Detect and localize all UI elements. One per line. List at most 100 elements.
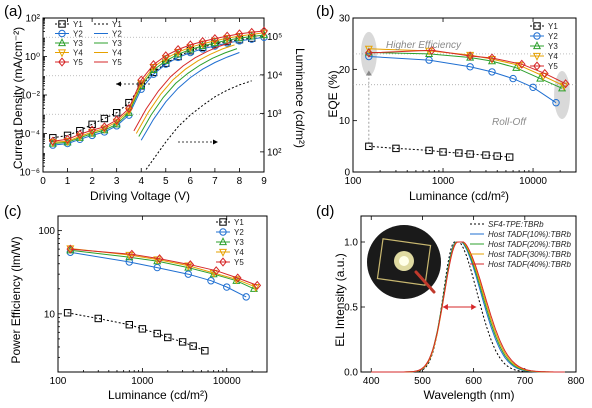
series-left-0-point (88, 120, 96, 129)
series-1-point (529, 83, 537, 92)
x-tick-label: 2 (89, 176, 95, 187)
series-3-point (515, 62, 524, 71)
series-right-8-line (135, 44, 235, 134)
series-left-4-point (100, 122, 109, 132)
legend-label: Y5 (73, 58, 83, 67)
y2-tick-label: 10⁴ (267, 70, 282, 81)
legend-label: Y1 (548, 22, 558, 31)
series-left-4-point (186, 40, 195, 50)
series-4-point (488, 53, 496, 63)
x-tick-label: 1000 (432, 176, 455, 187)
series-left-4-point (48, 136, 57, 146)
y-tick-label: 30 (339, 14, 351, 25)
series-1-point (184, 270, 192, 278)
legend-label: Y5 (112, 58, 122, 67)
legend-label: Y4 (112, 49, 122, 58)
series-1-point (223, 283, 231, 291)
series-4-point (466, 51, 474, 61)
series-4-point (233, 273, 242, 283)
y-axis-label: EQE (%) (326, 70, 340, 117)
legend-marker (58, 20, 66, 28)
series-left-2-line (52, 34, 265, 145)
series-left-2-point (112, 119, 121, 128)
series-0-point (466, 150, 474, 158)
series-1-line (368, 56, 557, 104)
legend-label: Y5 (234, 258, 244, 267)
x-axis-label: Wavelength (nm) (424, 388, 515, 402)
spectrum-4 (371, 241, 565, 373)
series-left-4-point (235, 29, 244, 39)
series-4-point (540, 68, 549, 79)
legend-label: Y4 (548, 52, 558, 61)
x-tick-label: 1 (65, 176, 71, 187)
series-2-point (536, 73, 545, 82)
series-1-point (488, 68, 496, 76)
x-tick-label: 4 (138, 176, 144, 187)
series-4-line (368, 49, 566, 85)
series-1-point (509, 74, 517, 83)
y-tick-label: 10 (339, 116, 351, 127)
legend-marker (58, 57, 66, 67)
y-axis-label: EL Intensity (a.u.) (333, 253, 347, 347)
y-tick-label: 10⁻⁶ (19, 168, 40, 179)
arrowhead (471, 304, 477, 310)
series-left-4-point (247, 27, 256, 37)
series-3-point (125, 251, 134, 260)
device-substrate (376, 238, 432, 286)
legend-marker (58, 29, 66, 38)
series-1-point (207, 277, 215, 285)
series-4-point (66, 244, 75, 254)
series-2-line (70, 249, 255, 290)
legend-label: Y2 (73, 30, 83, 39)
legend-marker (532, 52, 542, 61)
x-tick-label: 10000 (213, 376, 241, 387)
series-left-0-point (100, 114, 109, 123)
series-0-point (164, 333, 172, 342)
series-left-2-point (137, 80, 146, 89)
series-0-line (368, 145, 510, 158)
annotation-roll-off: Roll-Off (492, 117, 527, 128)
x-tick-label: 3 (114, 176, 120, 187)
series-right-5-line (145, 80, 252, 170)
series-4-point (155, 254, 164, 264)
arrowhead (365, 70, 372, 76)
series-4-point (517, 59, 526, 69)
series-left-2-point (161, 55, 170, 64)
series-0-point (189, 342, 197, 350)
arrowhead (442, 304, 448, 310)
x-axis-label: Luminance (cd/m²) (409, 189, 509, 203)
series-right-6-line (140, 52, 240, 141)
panel-b: (b) Luminance (cd/m²) EQE (%) 100 1000 100… (316, 3, 577, 203)
series-left-4-point (75, 129, 84, 139)
legend-label: Y2 (548, 32, 558, 41)
x-tick-label: 400 (363, 376, 380, 387)
y2-tick-label: 10⁵ (267, 32, 282, 43)
series-4-point (127, 249, 136, 259)
series-left-4-point (125, 103, 133, 114)
series-4-point (253, 280, 262, 290)
series-left-4-point (211, 34, 219, 44)
x-axis-label: Luminance (cd/m²) (108, 388, 208, 402)
series-0-point (439, 148, 447, 156)
legend-label: Y5 (548, 62, 558, 71)
series-right-7-line (138, 48, 238, 137)
x-tick-label: 1000 (131, 376, 154, 387)
series-0-point (153, 329, 161, 338)
y-axis-label: Current Density (mA/cm⁻²) (11, 27, 25, 169)
highlight-ellipse (554, 71, 571, 119)
legend-marker (533, 22, 541, 30)
legend-label: Y3 (112, 39, 122, 48)
y-tick-label: 0.0 (344, 368, 358, 379)
device-glow-core (399, 256, 409, 266)
x-tick-label: 8 (237, 176, 243, 187)
panel-d: (d) Wavelength (nm) EL Intensity (a.u.) … (316, 203, 585, 402)
legend-label: Y1 (234, 218, 244, 227)
x-tick-label: 10000 (519, 176, 547, 187)
series-4-point (212, 266, 221, 276)
arrowhead (213, 139, 218, 145)
x-tick-label: 800 (568, 376, 585, 387)
x-tick-label: 9 (261, 176, 267, 187)
series-left-4-point (88, 125, 96, 135)
panel-label: (b) (316, 3, 334, 20)
x-tick-label: 100 (50, 376, 67, 387)
